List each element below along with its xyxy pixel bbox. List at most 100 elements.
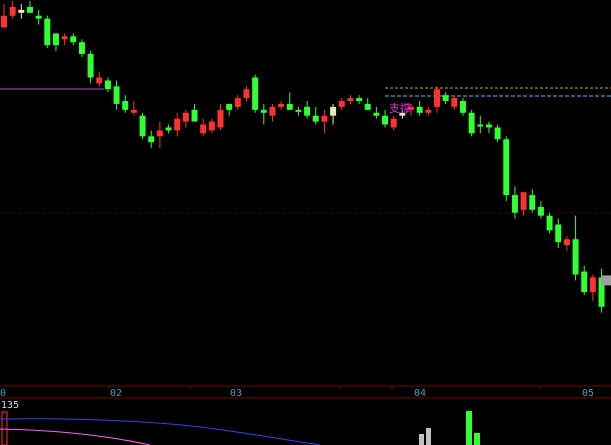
candle	[382, 109, 389, 128]
candle	[1, 4, 7, 28]
candle	[18, 4, 25, 19]
candle-body	[78, 42, 85, 54]
candle	[537, 200, 544, 219]
candle-body	[416, 106, 423, 113]
candle-body	[347, 98, 354, 102]
candle-body	[321, 115, 328, 122]
candle-body	[174, 118, 181, 131]
candle	[503, 136, 510, 201]
candle	[78, 39, 85, 57]
candle-body	[338, 101, 345, 107]
candle-body	[477, 124, 484, 127]
candle	[191, 103, 198, 122]
reference-lines	[0, 87, 611, 97]
candle	[442, 92, 449, 104]
candle	[200, 118, 207, 137]
candle-body	[26, 6, 33, 13]
candle-body	[546, 215, 553, 231]
candle-body	[382, 115, 389, 125]
candle-body	[459, 101, 466, 113]
x-tick-label: 02	[110, 388, 122, 399]
candle-body	[589, 277, 596, 293]
candle	[70, 33, 77, 46]
candle	[511, 186, 518, 219]
candle-body	[130, 109, 137, 113]
candle-body	[503, 139, 510, 196]
x-tick-label: 0	[0, 388, 6, 399]
candle	[356, 95, 363, 104]
candle-body	[304, 106, 311, 116]
candle-body	[269, 106, 276, 116]
volume-axis-label: 135	[1, 400, 19, 411]
candle-body	[18, 9, 25, 13]
candle	[477, 115, 484, 134]
candle	[330, 103, 337, 125]
candle-body	[182, 112, 189, 122]
candle	[52, 33, 59, 52]
candle	[434, 86, 440, 113]
candle	[35, 9, 42, 25]
candle-body	[139, 115, 146, 137]
candle-body	[356, 98, 363, 102]
volume-bar	[1, 411, 8, 445]
candle-body	[70, 36, 77, 43]
candle	[234, 95, 241, 110]
candle	[338, 98, 345, 110]
candle-body	[252, 77, 259, 110]
current-price-marker	[601, 275, 611, 286]
candle	[260, 103, 267, 125]
candle-body	[364, 103, 371, 110]
candle-body	[511, 195, 518, 213]
volume-bar	[474, 433, 480, 445]
candle	[563, 236, 570, 251]
candle-body	[104, 80, 111, 90]
candle	[373, 106, 380, 119]
x-tick-label: 04	[414, 388, 426, 399]
candle	[295, 106, 302, 116]
candle	[321, 109, 328, 134]
candle	[572, 215, 579, 281]
candle	[87, 51, 94, 84]
candle-body	[35, 15, 42, 19]
candle-body	[555, 224, 562, 243]
candle-body	[113, 86, 120, 104]
candle-body	[373, 112, 380, 116]
candle	[364, 98, 371, 110]
candle-body	[520, 192, 527, 210]
candle	[9, 1, 16, 19]
candle-body	[87, 53, 94, 78]
candle-body	[61, 36, 68, 40]
candle-body	[494, 127, 501, 140]
candle	[416, 101, 423, 116]
candle	[529, 189, 536, 213]
candle-body	[286, 103, 293, 110]
candle	[347, 95, 354, 104]
candle-body	[598, 277, 605, 307]
candle-body	[442, 95, 449, 102]
volume-bar	[466, 411, 472, 445]
candle-body	[468, 112, 475, 134]
x-axis-ticks: 0 02 03 04 05	[0, 388, 594, 399]
candle-body	[226, 103, 233, 110]
candle	[44, 15, 51, 49]
candle-body	[1, 15, 7, 28]
candle	[252, 74, 259, 113]
candle	[494, 124, 501, 143]
x-tick-label: 05	[582, 388, 594, 399]
candle-body	[234, 98, 241, 107]
candle-body	[408, 106, 415, 110]
candle-body	[451, 98, 458, 107]
candle-body	[148, 136, 155, 143]
candle-body	[165, 127, 172, 131]
candle-body	[425, 109, 432, 113]
candle	[399, 109, 406, 119]
candle-body	[260, 109, 267, 113]
candle-body	[485, 124, 492, 128]
candle	[468, 109, 475, 137]
candle	[139, 112, 146, 140]
candle	[174, 112, 181, 137]
candle	[451, 95, 458, 110]
candle-body	[581, 271, 588, 293]
candle	[286, 92, 293, 110]
